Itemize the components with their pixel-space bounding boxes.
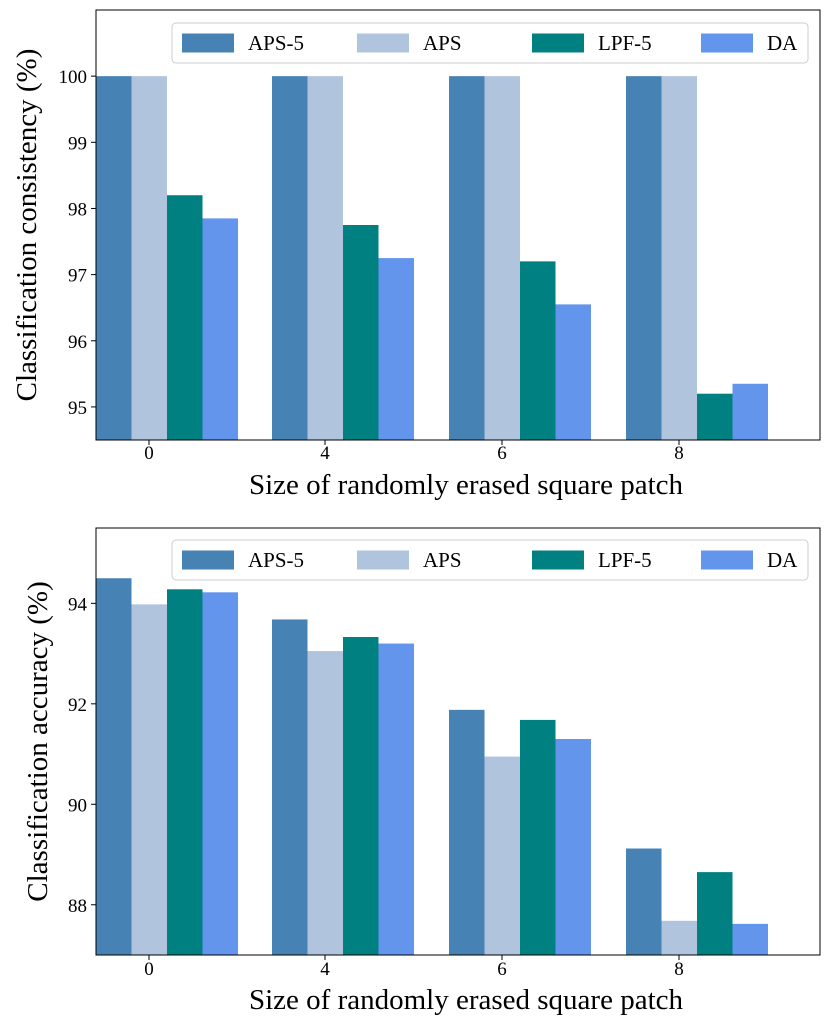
bar-aps-4 <box>307 76 343 441</box>
bar-lpf-5-6 <box>520 261 556 440</box>
legend-box <box>171 539 809 581</box>
legend-swatch <box>182 33 234 53</box>
bar-aps-0 <box>131 76 167 441</box>
bar-aps-5-0 <box>96 578 132 955</box>
legend-label: LPF-5 <box>598 31 652 55</box>
legend: APS-5 APS LPF-5 DA <box>171 539 809 581</box>
bar-lpf-5-0 <box>167 589 203 955</box>
bar-aps-6 <box>484 756 520 955</box>
bar-aps-5-0 <box>96 76 132 441</box>
x-tick-label: 4 <box>320 443 330 464</box>
plot-frame <box>95 9 821 441</box>
y-tick-label: 90 <box>68 795 87 816</box>
bar-lpf-5-4 <box>343 637 379 955</box>
y-tick-label: 100 <box>59 67 88 88</box>
y-axis-title: Classification consistency (%) <box>11 49 43 402</box>
legend-label: APS <box>423 548 462 572</box>
y-tick-label: 88 <box>68 896 87 917</box>
legend-label: DA <box>767 548 798 572</box>
bar-aps-0 <box>131 604 167 955</box>
bar-da-8 <box>732 923 768 955</box>
x-tick-label: 6 <box>497 443 507 464</box>
bar-lpf-5-8 <box>697 393 733 440</box>
y-tick-label: 96 <box>68 332 87 353</box>
bar-da-8 <box>732 383 768 440</box>
bar-da-4 <box>378 643 414 955</box>
y-tick-label: 97 <box>68 266 87 287</box>
bar-da-6 <box>555 738 591 955</box>
y-axis-title: Classification accuracy (%) <box>22 581 54 901</box>
legend-swatch <box>357 33 409 53</box>
bar-aps-6 <box>484 76 520 441</box>
legend-label: DA <box>767 31 798 55</box>
y-tick-label: 99 <box>68 133 87 154</box>
x-tick-label: 4 <box>320 959 330 980</box>
y-tick-label: 95 <box>68 398 87 419</box>
plot-frame <box>95 527 821 956</box>
x-axis-title: Size of randomly erased square patch <box>249 469 684 501</box>
x-tick-label: 8 <box>674 443 684 464</box>
bar-aps-5-4 <box>272 619 308 955</box>
x-axis-title: Size of randomly erased square patch <box>249 984 684 1016</box>
legend-swatch <box>701 33 753 53</box>
bar-aps-5-6 <box>449 76 485 441</box>
x-tick-label: 0 <box>144 443 154 464</box>
bar-aps-8 <box>661 920 697 955</box>
bar-da-0 <box>202 218 238 440</box>
bar-da-4 <box>378 258 414 440</box>
bar-lpf-5-8 <box>697 872 733 955</box>
legend-swatch <box>532 33 584 53</box>
x-tick-label: 8 <box>674 959 684 980</box>
accuracy-chart: 88 90 92 94 0 4 6 8 Size of randomly erased squa… <box>22 527 821 1016</box>
bar-aps-5-8 <box>626 848 662 955</box>
bar-lpf-5-0 <box>167 195 203 440</box>
bar-aps-5-6 <box>449 709 485 955</box>
bar-da-6 <box>555 304 591 440</box>
legend: APS-5 APS LPF-5 DA <box>171 22 809 64</box>
legend-swatch <box>357 550 409 570</box>
bar-lpf-5-6 <box>520 719 556 955</box>
y-tick-label: 98 <box>68 199 87 220</box>
x-tick-label: 6 <box>497 959 507 980</box>
x-tick-label: 0 <box>144 959 154 980</box>
legend-label: APS-5 <box>248 548 304 572</box>
bar-da-0 <box>202 592 238 955</box>
y-tick-label: 92 <box>68 695 87 716</box>
legend-label: LPF-5 <box>598 548 652 572</box>
bar-aps-8 <box>661 76 697 441</box>
consistency-chart: 95 96 97 98 99 100 0 4 6 8 Size of randomly erased… <box>11 9 821 501</box>
bar-lpf-5-4 <box>343 225 379 440</box>
y-tick-label: 94 <box>68 594 88 615</box>
bar-aps-4 <box>307 651 343 955</box>
bar-aps-5-8 <box>626 76 662 441</box>
bar-aps-5-4 <box>272 76 308 441</box>
legend-swatch <box>182 550 234 570</box>
legend-swatch <box>701 550 753 570</box>
legend-box <box>171 22 809 64</box>
legend-label: APS-5 <box>248 31 304 55</box>
legend-label: APS <box>423 31 462 55</box>
legend-swatch <box>532 550 584 570</box>
